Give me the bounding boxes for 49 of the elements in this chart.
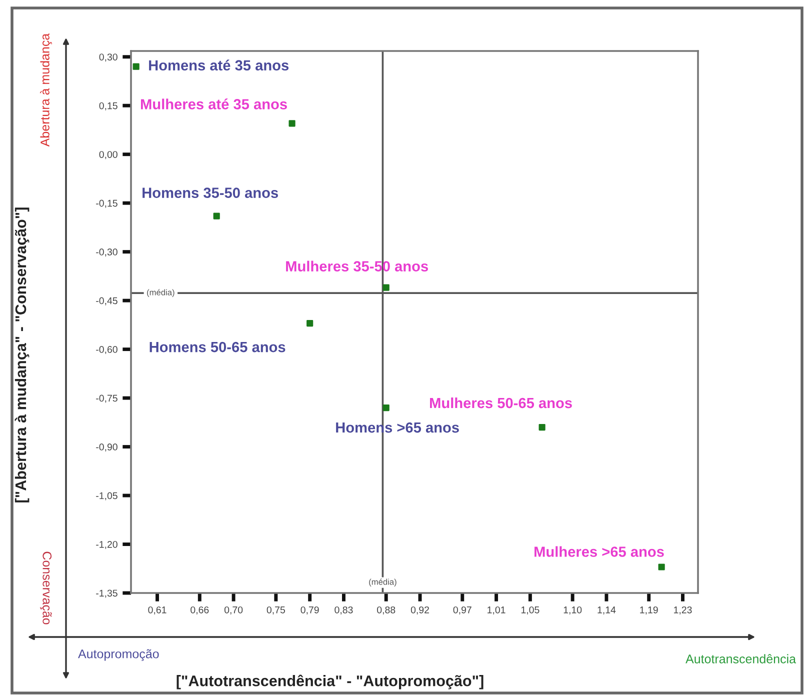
y-tick-label: -0,15 (96, 200, 118, 208)
annotation: Mulheres >65 anos (534, 546, 664, 557)
text: Autotranscendência (686, 654, 796, 664)
y-tick-label: -0,30 (96, 248, 118, 257)
y-tick-label: 0,15 (99, 102, 118, 110)
point (132, 63, 140, 70)
x-axis-title: ["Autotranscendência" - "Autopromoção"] (176, 674, 484, 690)
x-tick-label: 0,79 (300, 606, 319, 614)
point (306, 320, 314, 327)
x-tick-label: 0,83 (334, 606, 353, 614)
annotation: Homens 50-65 anos (150, 342, 286, 352)
y-tick-label: 0,00 (99, 151, 118, 160)
point (288, 120, 296, 127)
x-tick-label: 1,23 (674, 606, 692, 614)
point (658, 564, 665, 570)
x-tick-label: 1,01 (488, 606, 506, 614)
x-tick-label: 0,75 (266, 606, 285, 614)
x-tick-label: 0,66 (190, 606, 209, 614)
x-tick-label: 0,70 (224, 606, 243, 614)
x-tick-label: 0,61 (148, 606, 166, 614)
text: Autopromoção (78, 649, 159, 661)
annotation: Mulheres 50-65 anos (430, 397, 572, 408)
text: Conservação (40, 552, 52, 624)
point (538, 424, 546, 431)
annotation: Mulheres até 35 anos (141, 98, 287, 110)
y-tick-label: -1,35 (96, 590, 118, 598)
x-tick-label: 0,92 (410, 606, 429, 614)
y-tick-label: -0,60 (96, 346, 118, 354)
y-tick-label: -1,05 (96, 492, 118, 500)
text: Abertura à mudança (40, 33, 52, 147)
x-tick-label: 0,88 (377, 606, 396, 614)
y-tick-label: -0,45 (96, 297, 118, 306)
x-tick-label: 1,10 (564, 606, 582, 614)
x-tick-label: 1,05 (521, 606, 540, 614)
point (382, 284, 390, 291)
ref-line-label: (média) (369, 578, 396, 586)
annotation: Homens até 35 anos (149, 60, 289, 71)
y-tick-label: -0,90 (96, 444, 118, 452)
y-tick-label: 0,30 (99, 54, 118, 62)
x-tick-label: 0,97 (453, 606, 472, 614)
x-tick-label: 1,14 (598, 606, 616, 614)
x-tick-label: 1,19 (640, 606, 658, 614)
annotation: Homens 35-50 anos (142, 188, 278, 198)
y-axis-title: ["Abertura à mudança" - "Conservação"] (14, 208, 30, 502)
point (382, 404, 390, 412)
y-tick-label: -0,75 (96, 394, 118, 403)
ref-line-label: (média) (147, 289, 174, 298)
point (213, 212, 220, 220)
y-tick-label: -1,20 (96, 540, 118, 550)
